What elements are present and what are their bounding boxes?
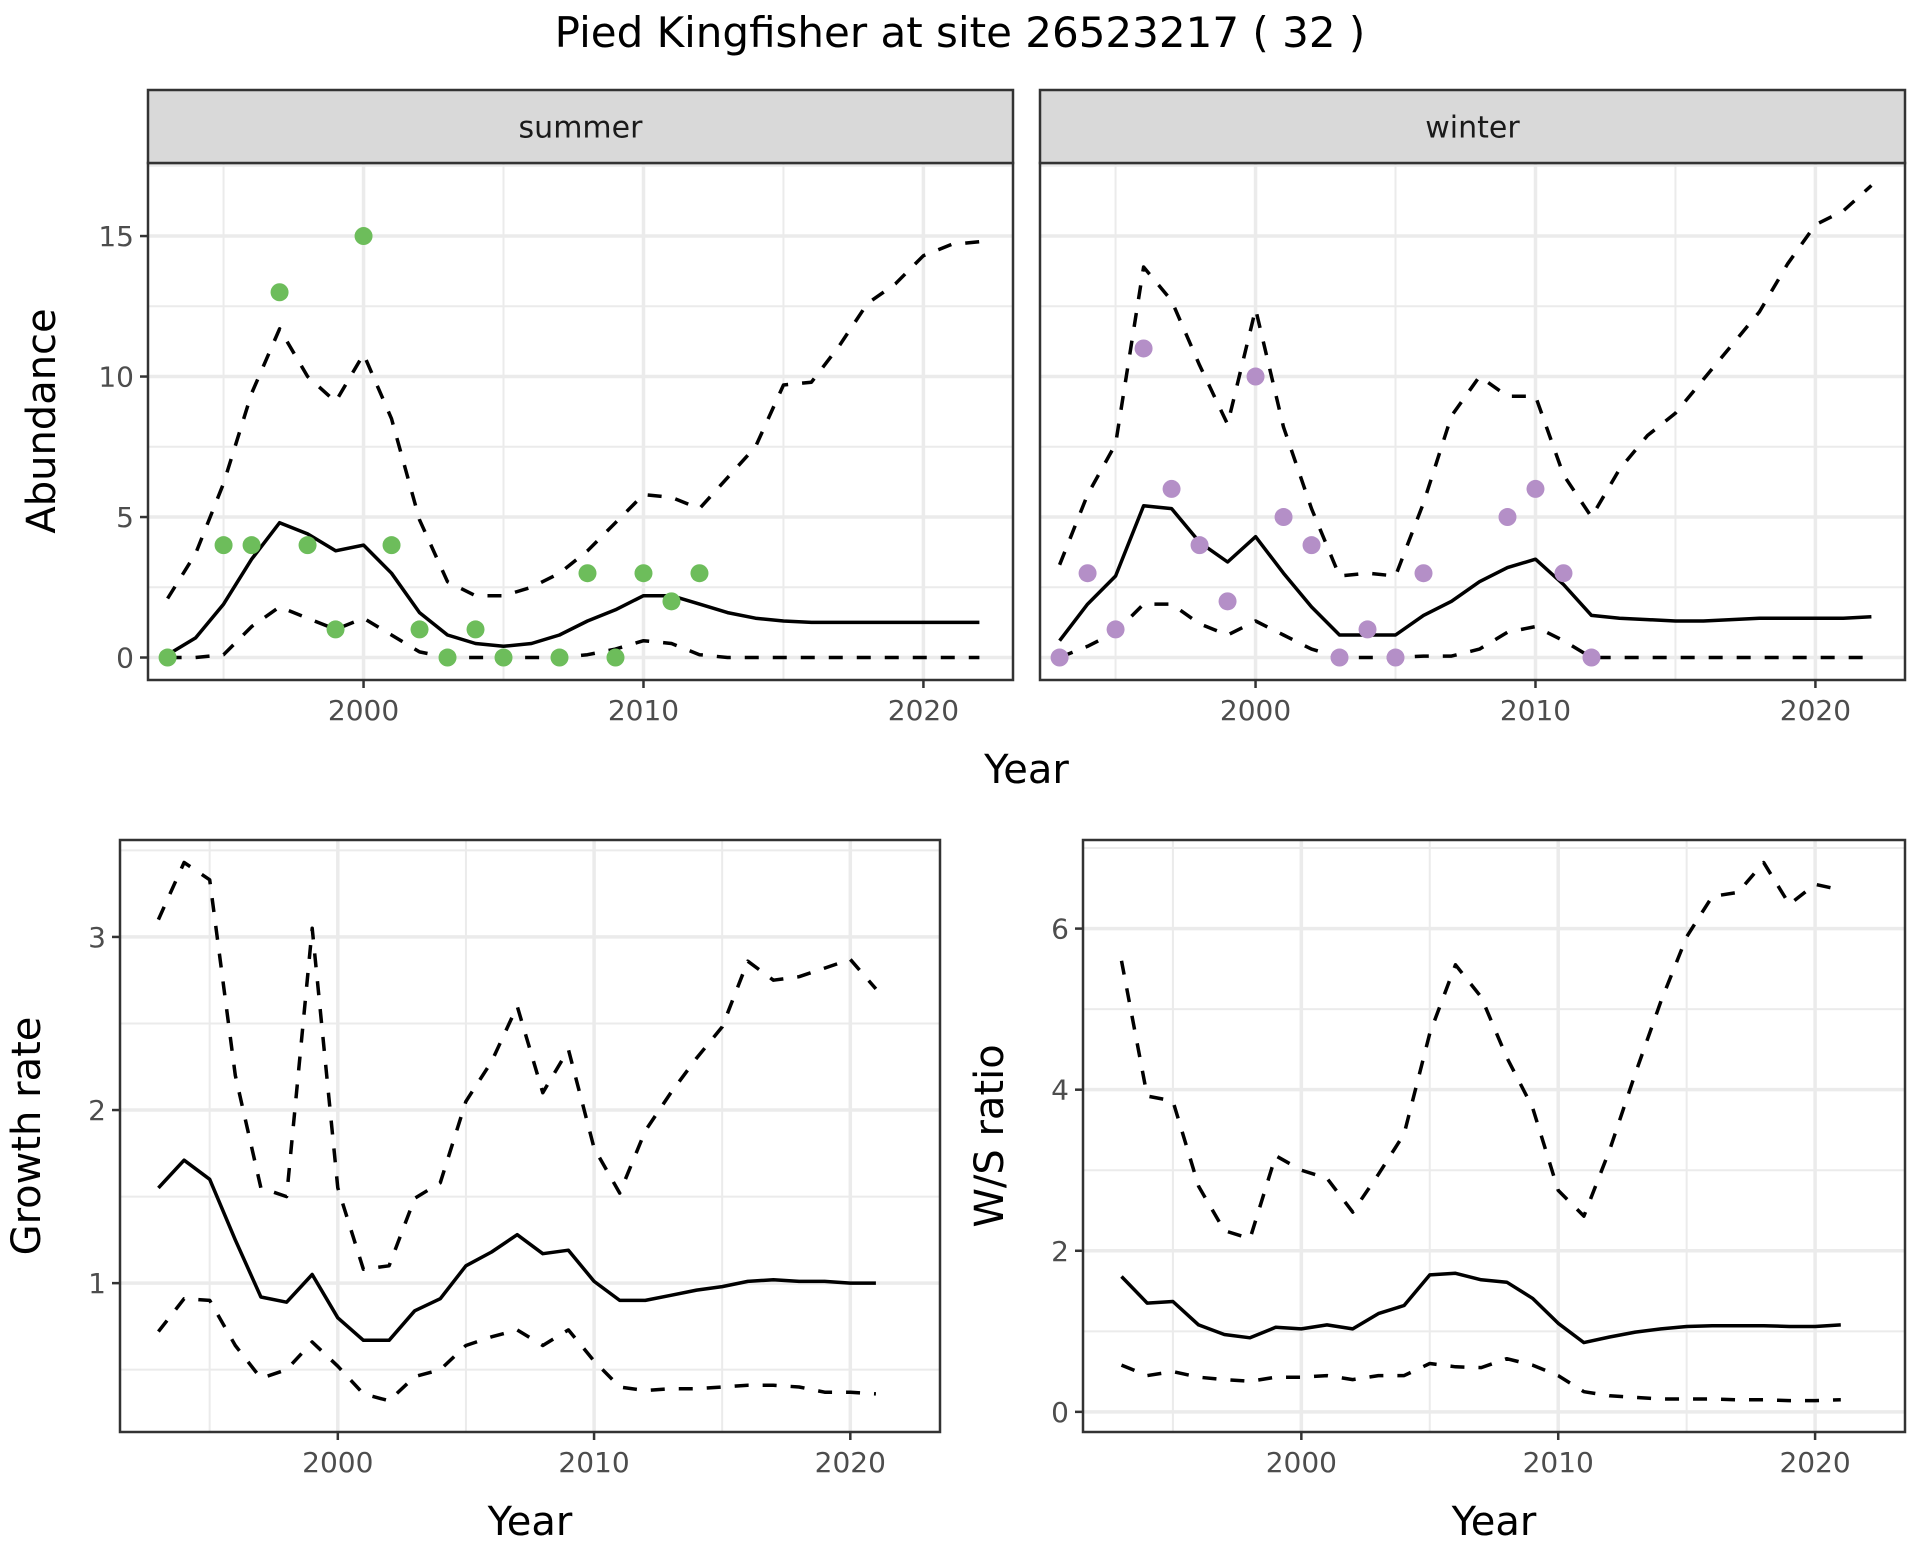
- ws-ratio-y-tick-label: 2: [1051, 1235, 1069, 1268]
- abundance-summer-observed-point: [634, 564, 653, 583]
- abundance-winter-mean-line: [1058, 504, 1872, 642]
- growth-rate-panel-border: [118, 838, 942, 1434]
- abundance-winter-observed-point: [1190, 536, 1209, 555]
- abundance-winter-observed-point: [1134, 339, 1153, 358]
- growth-rate-upper-bound-line: [156, 860, 878, 1272]
- ws-ratio-y-axis-title: W/S ratio: [967, 1044, 1013, 1227]
- ws-ratio-lower-bound-line: [1120, 1356, 1841, 1403]
- panel-growth-rate: 2000 2010 2020 1 2 3 Year Growth rate: [4, 838, 942, 1545]
- abundance-summer-mean-line: [166, 520, 980, 657]
- abundance-winter-observed-point: [1274, 508, 1293, 527]
- abundance-summer-observed-point: [242, 536, 261, 555]
- abundance-winter-observed-point: [1246, 367, 1265, 386]
- growth-rate-lower-bound-line: [157, 1296, 877, 1403]
- abundance-summer-observed-point: [550, 648, 569, 667]
- abundance-summer-y-tick-label: 15: [98, 220, 134, 253]
- ws-ratio-panel-border: [1081, 838, 1907, 1434]
- abundance-summer-x-tick-label: 2000: [328, 694, 399, 727]
- growth-rate-x-axis-title: Year: [487, 1499, 573, 1545]
- ws-ratio-x-tick-label: 2020: [1779, 1446, 1850, 1479]
- abundance-y-axis-title: Abundance: [19, 308, 65, 533]
- abundance-winter-observed-point: [1050, 648, 1069, 667]
- abundance-winter-observed-point: [1106, 620, 1125, 639]
- abundance-winter-observed-point: [1414, 564, 1433, 583]
- abundance-winter-observed-point: [1386, 648, 1405, 667]
- abundance-winter-observed-point: [1162, 479, 1181, 498]
- abundance-summer-observed-point: [662, 592, 681, 611]
- abundance-winter-observed-point: [1078, 564, 1097, 583]
- growth-rate-x-tick-label: 2020: [815, 1446, 886, 1479]
- abundance-summer-observed-point: [382, 536, 401, 555]
- ws-ratio-x-tick-label: 2010: [1523, 1446, 1594, 1479]
- panel-ws-ratio: 2000 2010 2020 0 2 4 6 Year W/S ratio: [967, 838, 1907, 1545]
- abundance-summer-facet-label: summer: [519, 111, 644, 146]
- growth-rate-y-tick-label: 1: [88, 1267, 106, 1300]
- abundance-summer-observed-point: [438, 648, 457, 667]
- abundance-summer-observed-point: [298, 536, 317, 555]
- abundance-summer-observed-point: [690, 564, 709, 583]
- abundance-winter-observed-point: [1526, 479, 1545, 498]
- ws-ratio-y-tick-label: 4: [1051, 1074, 1069, 1107]
- abundance-summer-observed-point: [354, 227, 373, 246]
- abundance-winter-observed-point: [1330, 648, 1349, 667]
- abundance-summer-y-tick-label: 5: [116, 501, 134, 534]
- abundance-summer-x-tick-label: 2010: [608, 694, 679, 727]
- growth-rate-y-tick-label: 3: [88, 921, 106, 954]
- growth-rate-panel-background: [120, 840, 940, 1432]
- ws-ratio-mean-line: [1120, 1271, 1841, 1345]
- abundance-winter-x-tick-label: 2020: [1780, 694, 1851, 727]
- abundance-summer-x-tick-label: 2020: [888, 694, 959, 727]
- abundance-winter-observed-point: [1582, 648, 1601, 667]
- abundance-summer-observed-point: [158, 648, 177, 667]
- growth-rate-y-tick-label: 2: [88, 1094, 106, 1127]
- abundance-summer-observed-point: [494, 648, 513, 667]
- abundance-winter-facet-strip: [1038, 88, 1907, 165]
- abundance-summer-y-tick-label: 10: [98, 361, 134, 394]
- abundance-summer-observed-point: [214, 536, 233, 555]
- abundance-axes: Year Abundance: [19, 308, 1069, 793]
- abundance-winter-observed-point: [1218, 592, 1237, 611]
- abundance-summer-observed-point: [326, 620, 345, 639]
- abundance-summer-facet-strip: [146, 88, 1015, 165]
- ws-ratio-x-axis-title: Year: [1451, 1499, 1537, 1545]
- abundance-winter-observed-point: [1554, 564, 1573, 583]
- abundance-summer-observed-point: [578, 564, 597, 583]
- abundance-summer-y-tick-label: 0: [116, 642, 134, 675]
- abundance-summer-observed-point: [466, 620, 485, 639]
- panel-abundance-winter: 2000 2010 2020 winter: [1038, 88, 1907, 727]
- ws-ratio-x-tick-label: 2000: [1266, 1446, 1337, 1479]
- abundance-winter-observed-point: [1498, 508, 1517, 527]
- abundance-summer-upper-bound-line: [166, 239, 980, 600]
- abundance-winter-panel-background: [1040, 163, 1905, 680]
- abundance-summer-observed-point: [410, 620, 429, 639]
- growth-rate-y-axis-title: Growth rate: [4, 1017, 50, 1256]
- abundance-winter-observed-point: [1358, 620, 1377, 639]
- abundance-winter-facet-label: winter: [1425, 111, 1520, 146]
- growth-rate-x-tick-label: 2010: [558, 1446, 629, 1479]
- abundance-winter-x-tick-label: 2010: [1500, 694, 1571, 727]
- chart-title: Pied Kingfisher at site 26523217 ( 32 ): [554, 8, 1366, 57]
- abundance-winter-x-tick-label: 2000: [1220, 694, 1291, 727]
- growth-rate-mean-line: [157, 1158, 876, 1343]
- abundance-winter-observed-point: [1302, 536, 1321, 555]
- ws-ratio-y-tick-label: 6: [1051, 913, 1069, 946]
- abundance-summer-observed-point: [270, 283, 289, 302]
- abundance-summer-observed-point: [606, 648, 625, 667]
- abundance-summer-panel-background: [148, 163, 1013, 680]
- panel-abundance-summer: 2000 2010 2020 0 5 10 15 summer: [98, 88, 1015, 727]
- abundance-x-axis-title: Year: [983, 747, 1069, 793]
- ws-ratio-y-tick-label: 0: [1051, 1396, 1069, 1429]
- growth-rate-x-tick-label: 2000: [302, 1446, 373, 1479]
